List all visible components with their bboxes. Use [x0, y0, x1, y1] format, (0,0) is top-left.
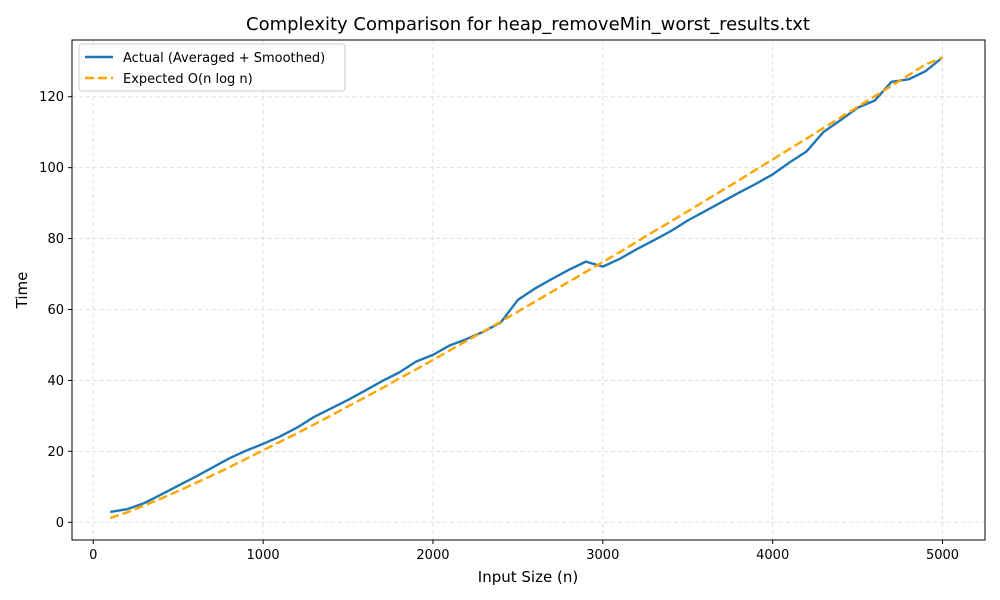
- series-line-expected: [109, 56, 943, 520]
- y-tick-label: 120: [39, 90, 64, 105]
- y-tick-label: 0: [56, 516, 64, 531]
- y-tick-label: 20: [47, 445, 64, 460]
- series-layer: [109, 56, 944, 520]
- x-tick-label: 0: [89, 548, 97, 563]
- legend: Actual (Averaged + Smoothed) Expected O(…: [78, 43, 346, 92]
- chart-title: Complexity Comparison for heap_removeMin…: [246, 14, 810, 35]
- y-tick-label: 80: [47, 232, 64, 247]
- y-tick-label: 100: [39, 161, 64, 176]
- legend-label-actual: Actual (Averaged + Smoothed): [123, 51, 325, 66]
- x-tick-label: 3000: [586, 548, 619, 563]
- x-tick-label: 1000: [247, 548, 280, 563]
- axis-ticks: 0 1000 2000 3000 4000 5000 0 20 40 60 80 100 120: [39, 90, 959, 563]
- x-tick-label: 5000: [926, 548, 959, 563]
- grid: [72, 40, 985, 540]
- x-tick-label: 4000: [756, 548, 789, 563]
- x-tick-label: 2000: [416, 548, 449, 563]
- y-tick-label: 40: [47, 374, 64, 389]
- legend-label-expected: Expected O(n log n): [123, 72, 253, 87]
- plot-frame: [71, 39, 986, 541]
- y-axis-title: Time: [13, 272, 31, 310]
- y-tick-label: 60: [47, 303, 64, 318]
- series-line-actual: [110, 56, 944, 514]
- x-axis-title: Input Size (n): [478, 568, 578, 586]
- legend-box: [78, 43, 346, 92]
